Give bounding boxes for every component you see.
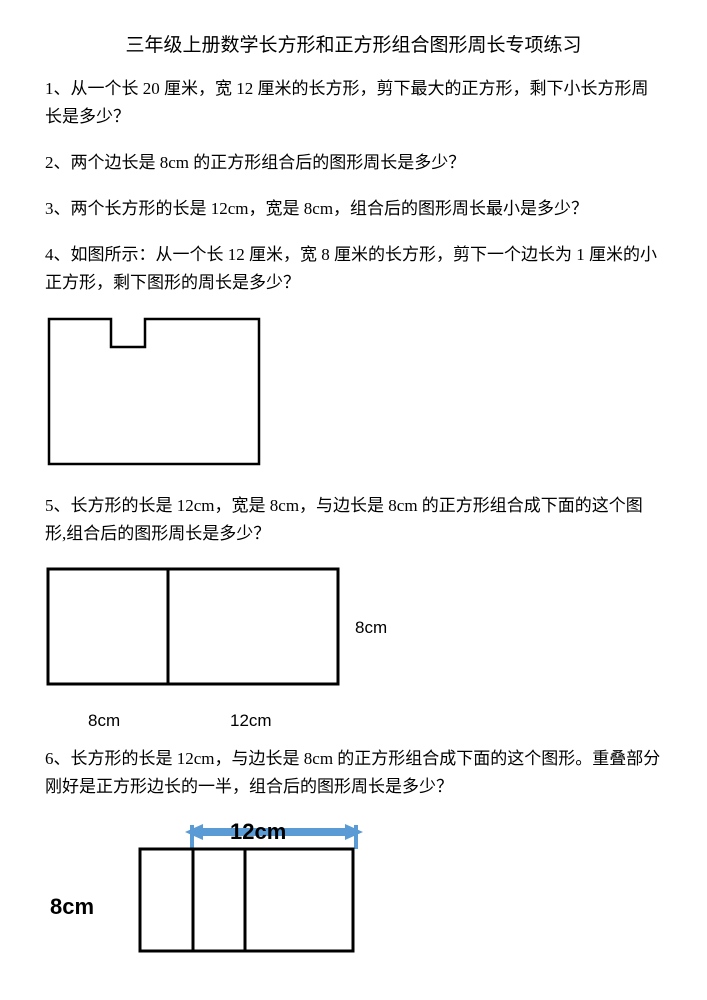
q4-notched-rectangle [45, 315, 265, 467]
q5-label-12cm: 12cm [230, 711, 272, 731]
figure-q4 [45, 315, 662, 472]
q5-label-8cm-bottom: 8cm [88, 711, 120, 731]
q5-bottom-labels: 8cm 12cm [45, 703, 662, 733]
question-1: 1、从一个长 20 厘米，宽 12 厘米的长方形，剪下最大的正方形，剩下小长方形… [45, 75, 662, 131]
figure-q5: 8cm [45, 566, 662, 693]
question-5: 5、长方形的长是 12cm，宽是 8cm，与边长是 8cm 的正方形组合成下面的… [45, 492, 662, 548]
page-title: 三年级上册数学长方形和正方形组合图形周长专项练习 [45, 30, 662, 57]
question-3: 3、两个长方形的长是 12cm，宽是 8cm，组合后的图形周长最小是多少？ [45, 195, 662, 223]
q6-label-12cm: 12cm [230, 819, 286, 845]
question-4: 4、如图所示：从一个长 12 厘米，宽 8 厘米的长方形，剪下一个边长为 1 厘… [45, 241, 662, 297]
question-6: 6、长方形的长是 12cm，与边长是 8cm 的正方形组合成下面的这个图形。重叠… [45, 745, 662, 801]
q6-label-8cm: 8cm [50, 894, 94, 920]
q5-combined-shape [45, 566, 385, 688]
figure-q6: 8cm 12cm [45, 819, 662, 969]
question-2: 2、两个边长是 8cm 的正方形组合后的图形周长是多少？ [45, 149, 662, 177]
q5-label-8cm-right: 8cm [355, 618, 387, 638]
